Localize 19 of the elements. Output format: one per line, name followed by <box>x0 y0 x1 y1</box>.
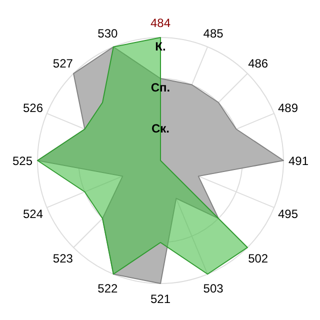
spoke-label: 486 <box>248 56 268 70</box>
y-tick-label: К. <box>155 40 166 54</box>
spoke-label: 523 <box>52 252 74 266</box>
y-tick-label: Ск. <box>151 122 170 136</box>
spoke-label: 526 <box>22 101 44 116</box>
spoke-label: 484 <box>150 16 171 30</box>
spoke-label: 495 <box>278 206 298 221</box>
spoke-label: 525 <box>12 154 33 168</box>
spoke-label: 503 <box>203 281 224 296</box>
spoke-label: 502 <box>248 252 268 266</box>
spoke-label: 522 <box>98 281 118 296</box>
spoke-label: 489 <box>278 101 298 116</box>
y-tick-label: Сп. <box>150 80 170 94</box>
spoke-label: 491 <box>288 154 309 168</box>
spoke-label: 485 <box>203 26 224 41</box>
spoke-label: 521 <box>150 292 171 306</box>
spoke-label: 530 <box>98 26 118 41</box>
spoke-label: 524 <box>22 206 44 221</box>
spoke-label: 527 <box>52 56 74 70</box>
